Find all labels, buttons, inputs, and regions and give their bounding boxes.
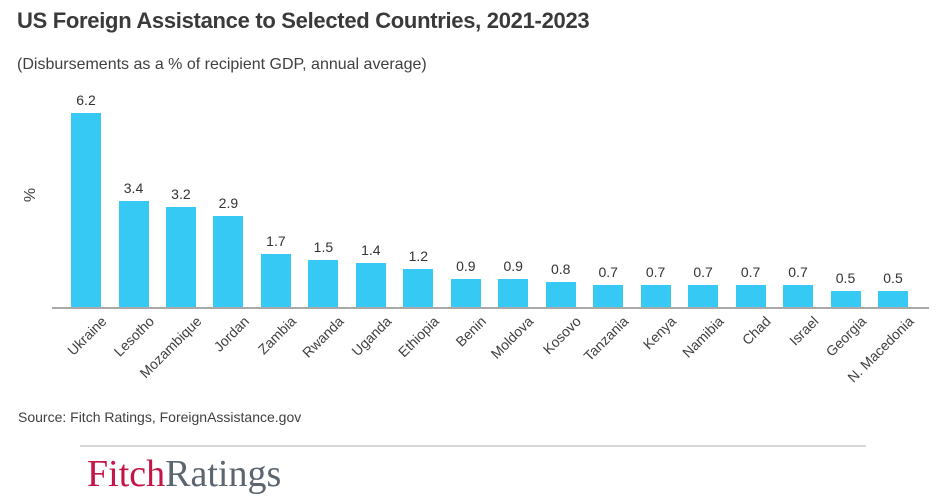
footer-divider (80, 445, 866, 447)
bar-value-label: 0.9 (503, 258, 523, 274)
bar-value-label: 6.2 (76, 92, 96, 108)
logo-ratings-text: Ratings (165, 453, 282, 495)
bar (878, 291, 908, 307)
bar (545, 282, 576, 307)
bar-value-label: 2.9 (218, 195, 239, 211)
category-label: Israel (785, 313, 822, 349)
category-label: Jordan (210, 313, 252, 355)
bar-value-label: 1.5 (313, 239, 334, 255)
bar (213, 216, 244, 307)
fitch-ratings-logo: FitchRatings (87, 454, 281, 494)
bar-value-label: 0.7 (645, 264, 666, 280)
bar-value-label: 0.7 (598, 264, 618, 280)
bar-value-label: 3.2 (171, 186, 191, 202)
category-label: Ukraine (63, 313, 110, 359)
bar-value-label: 0.7 (740, 264, 761, 280)
bar (165, 207, 196, 307)
bar-value-label: 0.5 (835, 270, 856, 286)
bar-value-label: 0.9 (456, 258, 476, 274)
category-label: Ethiopia (394, 313, 442, 361)
bar-value-label: 1.7 (266, 233, 286, 249)
bar (783, 285, 813, 307)
x-axis-line (52, 307, 929, 309)
category-label: Kosovo (539, 313, 585, 358)
bar-value-label: 0.7 (693, 264, 713, 280)
category-label: Moldova (487, 313, 537, 362)
bar (308, 260, 339, 307)
bar (593, 285, 624, 307)
chart-subtitle: (Disbursements as a % of recipient GDP, … (17, 56, 427, 73)
category-label: Benin (452, 313, 490, 350)
bar-value-label: 0.7 (788, 264, 808, 280)
category-label: Namibia (678, 313, 727, 361)
bar (830, 291, 861, 307)
bar (498, 279, 529, 307)
bar-value-label: 0.8 (550, 261, 571, 277)
bar (640, 285, 671, 307)
bar (688, 285, 719, 307)
bar (118, 201, 149, 307)
bar (450, 279, 481, 307)
bar-value-label: 1.4 (361, 242, 381, 258)
source-note: Source: Fitch Ratings, ForeignAssistance… (18, 409, 302, 425)
category-label: Rwanda (299, 313, 347, 361)
category-label: Georgia (822, 313, 869, 360)
bar-value-label: 3.4 (123, 180, 144, 196)
chart-title: US Foreign Assistance to Selected Countr… (17, 8, 590, 33)
bar (260, 254, 291, 307)
category-label: Kenya (639, 313, 679, 353)
bar-value-label: 0.5 (883, 270, 903, 286)
bar-value-label: 1.2 (408, 248, 429, 264)
category-label: Chad (738, 313, 774, 348)
bar (403, 269, 434, 307)
bar (71, 113, 101, 307)
logo-fitch-text: Fitch (87, 453, 166, 495)
bar (355, 263, 386, 307)
category-label: Uganda (348, 313, 395, 359)
category-label: Tanzania (580, 313, 632, 364)
category-label: Lesotho (110, 313, 157, 360)
bar (735, 285, 766, 307)
category-label: Zambia (254, 313, 300, 358)
y-axis-label: % (22, 187, 40, 203)
